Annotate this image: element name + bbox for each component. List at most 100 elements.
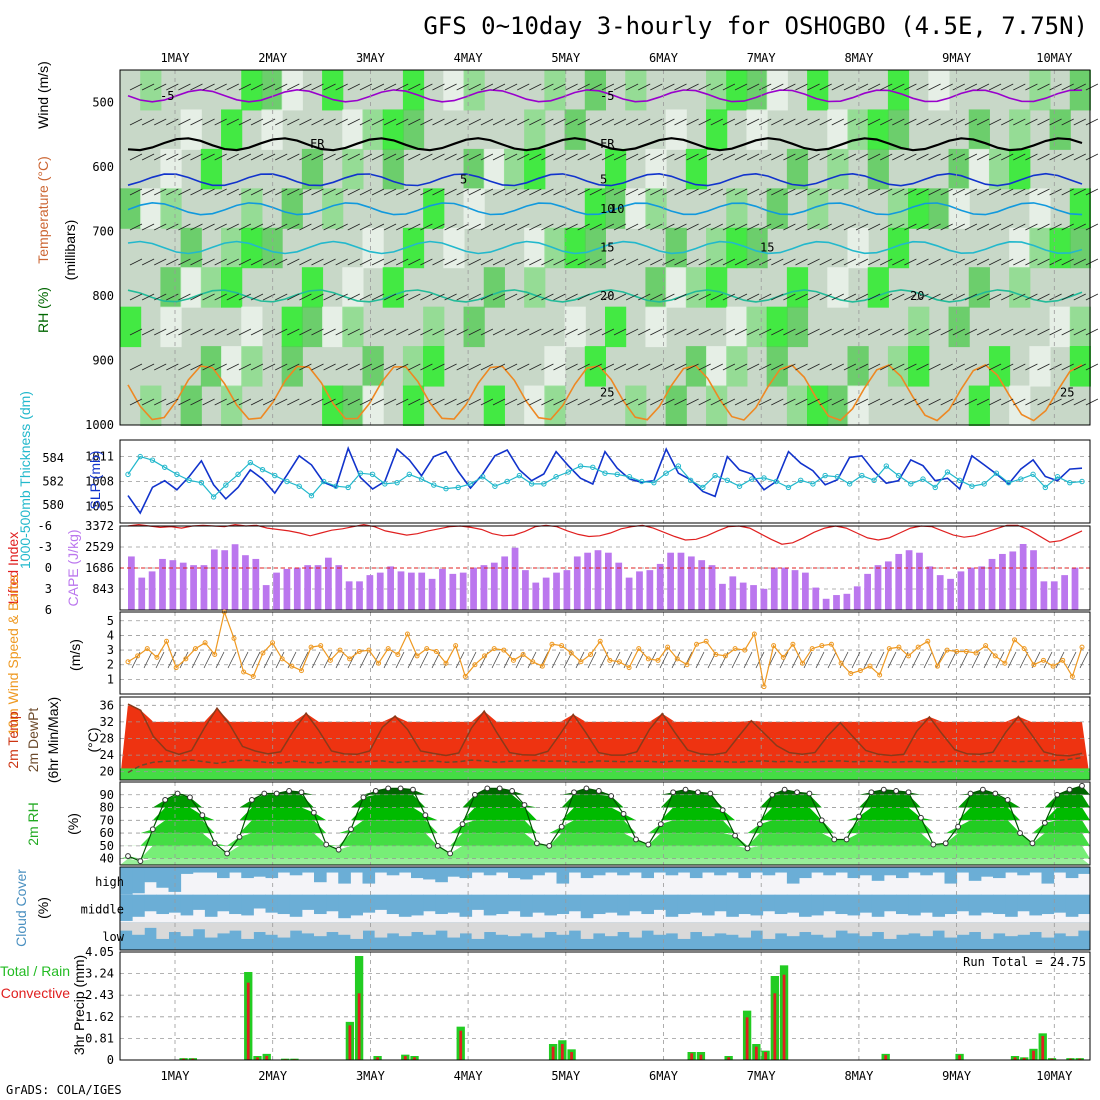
thickness-point <box>1018 476 1024 482</box>
rh-band-area <box>120 858 1090 865</box>
rh-shade-cell <box>908 306 930 348</box>
wind-barb <box>323 293 336 301</box>
cloud-bar <box>896 922 909 935</box>
wind-barb <box>565 293 578 301</box>
thickness-point <box>320 478 327 485</box>
wind-barb <box>843 118 857 126</box>
wind-barb <box>468 223 481 231</box>
wind-barb <box>347 153 360 161</box>
wind-barb <box>371 118 385 126</box>
wind-barb <box>190 398 203 406</box>
wind-barb <box>674 153 687 161</box>
wind-barb <box>1085 118 1099 126</box>
rh-point <box>137 858 144 865</box>
rh-point <box>583 785 590 792</box>
cape-bar <box>138 577 146 610</box>
rh-shade-cell <box>766 306 788 348</box>
cape-bar <box>532 582 540 610</box>
rh-shade-cell <box>887 227 910 269</box>
wind-barb <box>141 328 155 336</box>
wind-barb <box>988 188 1002 196</box>
y-tick-label: 900 <box>92 353 114 367</box>
rh-shade-cell <box>241 306 263 348</box>
wind-barb <box>698 293 711 301</box>
rh-point <box>633 836 639 843</box>
rh-point <box>310 809 317 816</box>
rh-shade-cell <box>645 267 667 308</box>
wind-barb <box>1001 398 1014 406</box>
wind-barb <box>541 83 554 91</box>
thickness-point <box>333 483 339 489</box>
wind-barb <box>589 83 602 91</box>
wind-barb <box>1013 363 1026 371</box>
cloud-bar <box>289 867 303 876</box>
rh-point <box>434 842 441 849</box>
rh-shade-cell <box>928 70 950 111</box>
wind-barb <box>335 293 348 301</box>
wind-barb <box>238 188 252 196</box>
wind-barb <box>650 83 663 91</box>
cape-bar <box>428 578 436 610</box>
cape-bar <box>947 578 954 610</box>
rh-point <box>410 786 416 793</box>
rh-point <box>187 794 193 801</box>
cloud-bar <box>168 894 182 913</box>
rh-point <box>620 811 627 817</box>
wind-barb <box>250 188 264 196</box>
range-label: (6hr Min/Max) <box>45 697 61 783</box>
cape-bar <box>1009 551 1017 610</box>
cloud-bar <box>932 867 945 873</box>
wind-barb <box>638 83 651 91</box>
left-tick-label: 580 <box>42 498 64 512</box>
wind-barb <box>916 153 929 161</box>
wind-barb <box>396 188 409 196</box>
wind-barb <box>662 293 675 301</box>
wind-barb <box>867 258 881 266</box>
surface-wind-barb <box>227 651 237 669</box>
rh-shade-cell <box>261 227 283 269</box>
wind-barb <box>771 293 784 301</box>
wind-barb <box>311 188 324 196</box>
wind-barb <box>650 293 663 301</box>
rh-point <box>1054 791 1061 798</box>
wind-barb <box>396 293 409 301</box>
cloud-bar <box>629 922 642 938</box>
wind-barb <box>1073 118 1086 126</box>
wind-barb <box>141 83 155 91</box>
wind-barb <box>1013 118 1026 126</box>
wind-barb <box>408 293 421 301</box>
cloud-bar <box>192 894 206 910</box>
wind-barb <box>529 293 542 301</box>
wind-barb <box>819 118 832 126</box>
temperature-contour <box>127 201 1083 216</box>
rh-shade-cell <box>423 306 445 348</box>
wind-barb <box>129 118 143 126</box>
left-tick-label: 582 <box>42 475 64 489</box>
wind-barb <box>504 188 518 196</box>
cape-bar <box>957 571 965 610</box>
cloud-bar <box>483 922 497 933</box>
precip-frame <box>119 951 1091 1061</box>
cloud-bar <box>423 894 436 912</box>
rh-point <box>571 789 577 796</box>
wind-barb <box>771 118 784 126</box>
wind-barb <box>686 363 699 371</box>
wind-barb <box>166 398 179 406</box>
wind-barb <box>517 363 530 371</box>
rh-shade-cell <box>342 306 364 348</box>
wind-barb <box>795 363 808 371</box>
wind-barb <box>226 398 239 406</box>
wind-barb <box>141 153 155 161</box>
wind-barb <box>892 188 905 196</box>
wind-barb <box>1049 83 1062 91</box>
wind-barb <box>154 153 167 161</box>
x-tick-label-top: 10MAY <box>1036 51 1073 65</box>
cloud-bar <box>326 922 339 933</box>
surface-wind-barb <box>659 651 669 669</box>
cloud-bar <box>908 867 921 873</box>
cloud-bar <box>1005 922 1018 937</box>
thickness-point <box>125 471 131 478</box>
cloud-bar <box>896 894 909 915</box>
cape-bar <box>698 560 706 610</box>
cloud-bar <box>980 922 994 939</box>
